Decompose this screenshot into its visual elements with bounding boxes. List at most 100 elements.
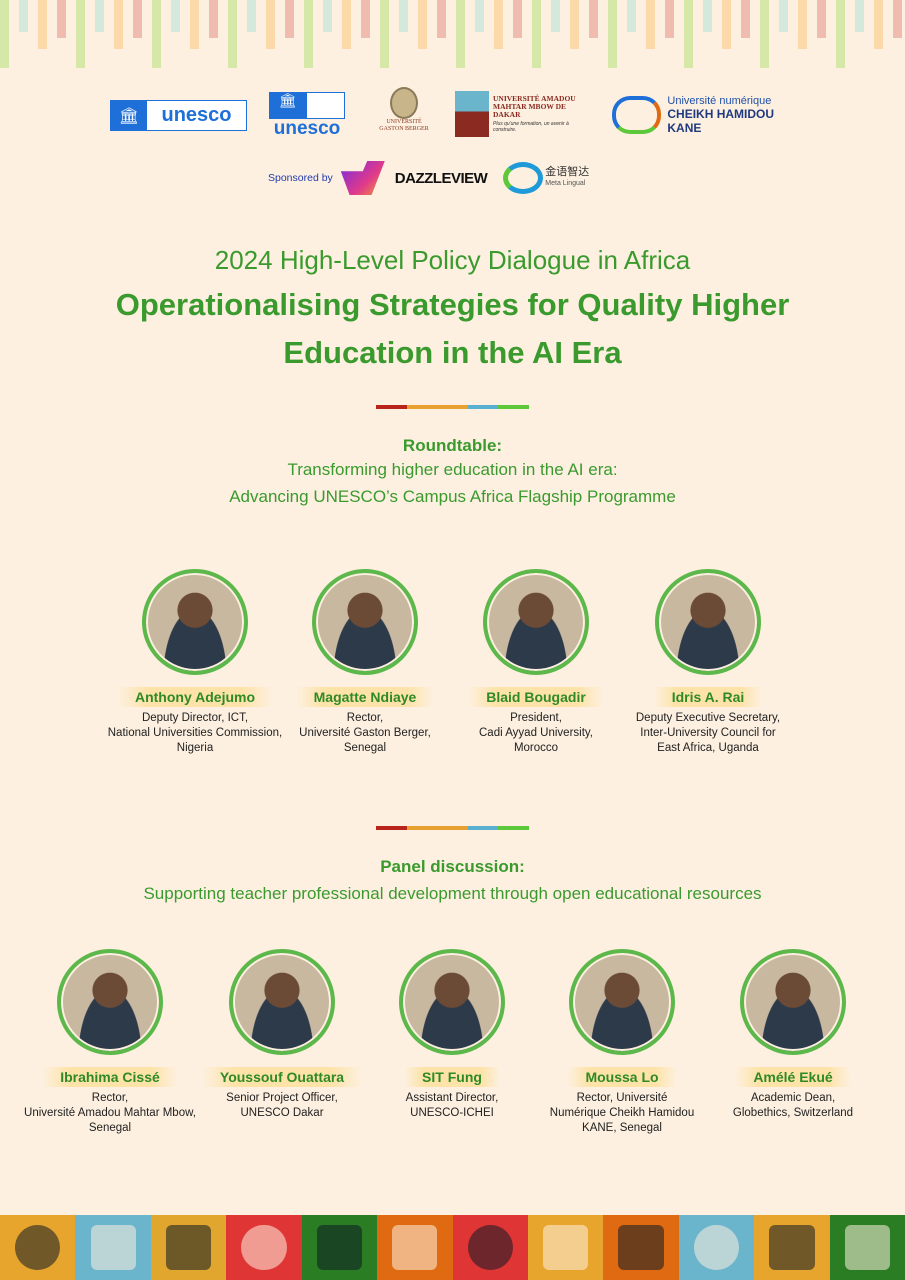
circuit-icon	[377, 1215, 453, 1280]
roundtable-subtitle-2: Advancing UNESCO’s Campus Africa Flagshi…	[229, 487, 676, 506]
speaker-photo	[399, 949, 505, 1055]
stripe	[703, 0, 712, 32]
stripe	[570, 0, 579, 49]
stripe	[380, 0, 389, 68]
stripe	[836, 0, 845, 68]
speaker-role: Senior Project Officer, UNESCO Dakar	[226, 1092, 338, 1119]
panel-subtitle: Supporting teacher professional developm…	[143, 884, 762, 903]
divider-segment	[467, 826, 499, 830]
speaker-photo	[229, 949, 335, 1055]
speaker-card: Magatte Ndiaye Rector, Université Gaston B…	[265, 569, 465, 756]
speaker-photo	[569, 949, 675, 1055]
stripe	[361, 0, 370, 38]
uncheikh-um-icon	[612, 96, 662, 134]
stripe	[133, 0, 142, 38]
globe-icon	[226, 1215, 302, 1280]
stripe	[190, 0, 199, 49]
event-title-line2: Education in the AI Era	[283, 335, 622, 370]
divider	[376, 826, 529, 830]
people-chat-icon	[452, 1215, 528, 1280]
speaker-card: Youssouf Ouattara Senior Project Officer,…	[182, 949, 382, 1121]
unesco-wordmark: unesco	[147, 101, 246, 130]
speaker-photo	[655, 569, 761, 675]
stripe	[855, 0, 864, 32]
chat-icon	[301, 1215, 378, 1280]
speaker-card: Anthony Adejumo Deputy Director, ICT, Nati…	[95, 569, 295, 756]
dazzleview-icon	[340, 161, 385, 195]
stripe	[608, 0, 617, 68]
unesco-logo: 🏛 unesco	[110, 100, 247, 131]
stripe	[551, 0, 560, 32]
divider	[376, 405, 529, 409]
speaker-photo	[57, 949, 163, 1055]
speaker-role: Rector, Université Numérique Cheikh Hamid…	[549, 1092, 695, 1134]
pixel-icon	[527, 1215, 604, 1280]
speaker-photo	[312, 569, 418, 675]
speaker-role: Academic Dean, Globethics, Switzerland	[732, 1092, 854, 1119]
stripe	[437, 0, 446, 38]
ucad-emblem-icon	[455, 91, 489, 137]
panel-heading: Panel discussion:	[380, 857, 525, 876]
speaker-role: Rector, Université Amadou Mahtar Mbow, Sen…	[24, 1092, 196, 1134]
speaker-card: Ibrahima Cissé Rector, Université Amadou M…	[10, 949, 210, 1136]
stripe	[114, 0, 123, 49]
ugb-seal-icon	[390, 87, 418, 119]
speaker-name: Moussa Lo	[567, 1067, 677, 1087]
unesco-temple-icon: 🏛	[118, 107, 140, 125]
divider-segment	[376, 826, 407, 830]
stripe	[0, 0, 9, 68]
uncheikh-logo: Université numérique CHEIKH HAMIDOU KANE	[612, 95, 782, 135]
speaker-name: Youssouf Ouattara	[201, 1067, 363, 1087]
speaker-card: Blaid Bougadir President, Cadi Ayyad Unive…	[436, 569, 636, 756]
stripe	[304, 0, 313, 68]
metalingual-icon	[503, 162, 544, 194]
stripe	[323, 0, 332, 32]
stripe	[399, 0, 408, 32]
speaker-photo	[483, 569, 589, 675]
stripe	[532, 0, 541, 68]
unesco-chair-logo: 🏛 unesco	[269, 92, 345, 140]
stripe	[589, 0, 598, 38]
stripe	[741, 0, 750, 38]
speaker-name: Blaid Bougadir	[468, 687, 604, 707]
stripe	[19, 0, 28, 32]
divider-segment	[437, 826, 468, 830]
lightbulb-icon	[829, 1215, 905, 1280]
divider-segment	[498, 405, 529, 409]
divider-segment	[376, 405, 407, 409]
stripe	[171, 0, 180, 32]
stripe	[95, 0, 104, 32]
speaker-role: Rector, Université Gaston Berger, Senegal	[299, 712, 431, 754]
speaker-name: Magatte Ndiaye	[295, 687, 435, 707]
telescope-icon	[754, 1215, 830, 1280]
divider-segment	[498, 826, 529, 830]
stripe	[817, 0, 826, 38]
stripe	[247, 0, 256, 32]
half-circle-icon	[0, 1215, 76, 1280]
roundtable-subtitle-1: Transforming higher education in the AI …	[287, 460, 618, 479]
speaker-photo	[142, 569, 248, 675]
stripe	[779, 0, 788, 32]
stripe	[266, 0, 275, 49]
stripe	[513, 0, 522, 38]
stripe	[209, 0, 218, 38]
list-icon	[75, 1215, 151, 1280]
stripe	[342, 0, 351, 49]
stripe	[722, 0, 731, 49]
speaker-card: Moussa Lo Rector, Université Numérique Che…	[522, 949, 722, 1136]
stripe	[665, 0, 674, 38]
speaker-role: Deputy Director, ICT, National Universiti…	[107, 712, 283, 754]
stripe	[38, 0, 47, 49]
speaker-photo	[740, 949, 846, 1055]
divider-segment	[467, 405, 499, 409]
speaker-name: Amélé Ekué	[735, 1067, 851, 1087]
divider-segment	[406, 405, 438, 409]
stripe	[646, 0, 655, 49]
divider-segment	[437, 405, 468, 409]
stripe	[285, 0, 294, 38]
stripe	[475, 0, 484, 32]
stripe	[494, 0, 503, 49]
leaf-icon	[678, 1215, 755, 1280]
stripe	[418, 0, 427, 49]
roundtable-heading: Roundtable:	[402, 436, 503, 455]
